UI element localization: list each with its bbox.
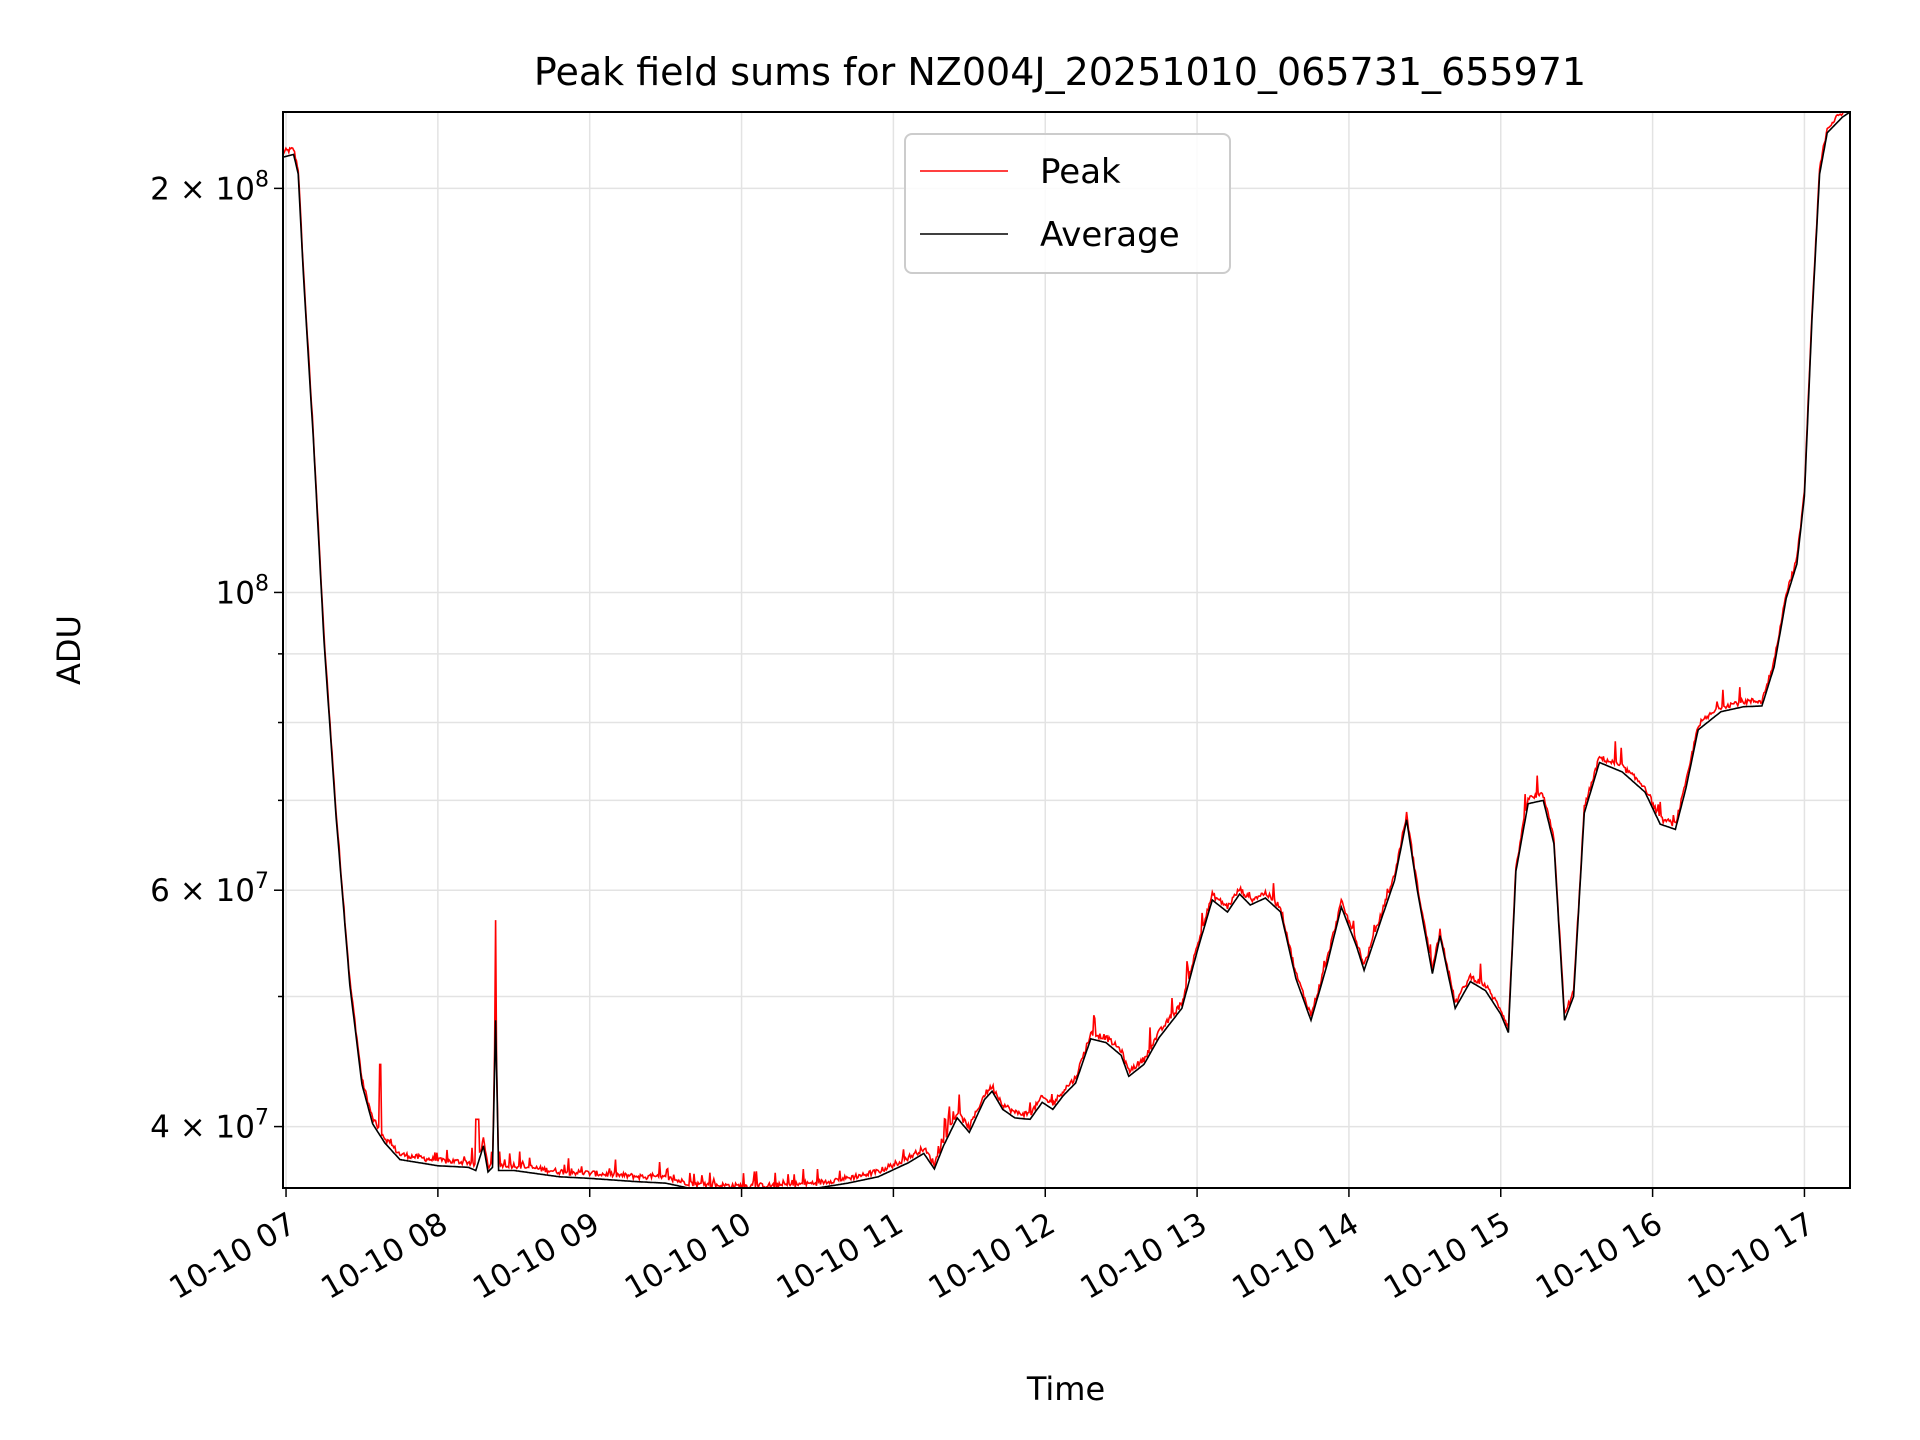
plot-area	[283, 112, 1850, 1188]
y-tick-label: 6 × 107	[150, 869, 269, 909]
legend-box	[904, 133, 1231, 274]
legend-peak-label: Peak	[1040, 152, 1121, 192]
y-tick-label: 4 × 107	[150, 1106, 269, 1146]
y-tick-label: 108	[216, 571, 269, 611]
grid	[283, 112, 1850, 1188]
axes-frame	[282, 111, 1851, 1189]
legend-average-label: Average	[1040, 215, 1180, 255]
series-line-average	[283, 112, 1850, 1188]
series-line-peak	[283, 112, 1844, 1188]
y-tick-label: 2 × 108	[150, 167, 269, 207]
y-axis-label: ADU	[50, 615, 88, 685]
x-axis-label: Time	[1026, 1370, 1105, 1408]
legend: Peak Average	[904, 133, 1231, 274]
chart-title: Peak field sums for NZ004J_20251010_0657…	[534, 50, 1586, 94]
